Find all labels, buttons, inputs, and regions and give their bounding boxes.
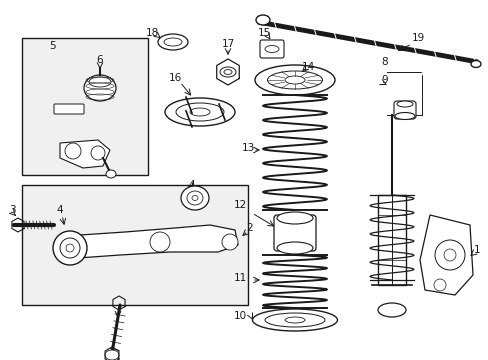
Ellipse shape <box>396 101 412 107</box>
Text: 4: 4 <box>57 205 63 215</box>
Ellipse shape <box>186 191 203 205</box>
Bar <box>377 195 405 285</box>
Circle shape <box>65 143 81 159</box>
FancyBboxPatch shape <box>54 104 84 114</box>
Ellipse shape <box>176 103 224 121</box>
Text: 8: 8 <box>381 57 387 67</box>
Ellipse shape <box>84 75 116 101</box>
Circle shape <box>91 146 105 160</box>
Ellipse shape <box>66 244 74 252</box>
Ellipse shape <box>89 77 111 87</box>
Ellipse shape <box>192 195 198 201</box>
Ellipse shape <box>377 303 405 317</box>
Ellipse shape <box>164 98 235 126</box>
Text: 7: 7 <box>115 305 121 315</box>
Polygon shape <box>419 215 472 295</box>
Ellipse shape <box>256 15 269 25</box>
Text: 4: 4 <box>188 180 195 190</box>
Ellipse shape <box>394 112 414 120</box>
Ellipse shape <box>252 309 337 331</box>
Ellipse shape <box>276 242 312 254</box>
Ellipse shape <box>264 313 325 327</box>
Ellipse shape <box>267 71 322 89</box>
Ellipse shape <box>181 186 208 210</box>
Ellipse shape <box>190 108 209 116</box>
Circle shape <box>222 234 238 250</box>
Ellipse shape <box>53 231 87 265</box>
Ellipse shape <box>285 317 305 323</box>
FancyBboxPatch shape <box>393 101 415 119</box>
Ellipse shape <box>470 60 480 68</box>
Circle shape <box>434 240 464 270</box>
Text: 13: 13 <box>241 143 254 153</box>
Text: 3: 3 <box>9 205 15 215</box>
Ellipse shape <box>224 69 231 75</box>
Text: 12: 12 <box>233 200 246 210</box>
Text: 10: 10 <box>233 311 246 321</box>
Circle shape <box>150 232 170 252</box>
Text: 15: 15 <box>257 28 270 38</box>
Polygon shape <box>55 225 238 258</box>
Ellipse shape <box>105 350 119 360</box>
Ellipse shape <box>264 45 279 53</box>
Ellipse shape <box>60 238 80 258</box>
Circle shape <box>54 232 86 264</box>
Text: 14: 14 <box>301 62 314 72</box>
Text: 2: 2 <box>246 223 253 233</box>
Text: 16: 16 <box>168 73 181 83</box>
FancyBboxPatch shape <box>273 215 315 251</box>
Text: 11: 11 <box>233 273 246 283</box>
Bar <box>22 185 247 305</box>
Ellipse shape <box>285 76 305 84</box>
Text: 19: 19 <box>410 33 424 43</box>
Ellipse shape <box>158 34 187 50</box>
Text: 6: 6 <box>97 55 103 65</box>
Ellipse shape <box>106 170 116 178</box>
Ellipse shape <box>276 212 312 224</box>
Bar <box>22 38 148 175</box>
Circle shape <box>433 279 445 291</box>
Polygon shape <box>60 140 110 168</box>
Text: 5: 5 <box>49 41 55 51</box>
Text: 17: 17 <box>221 39 234 49</box>
Text: 1: 1 <box>473 245 479 255</box>
Circle shape <box>443 249 455 261</box>
Ellipse shape <box>254 65 334 95</box>
Text: 18: 18 <box>145 28 158 38</box>
Ellipse shape <box>163 38 182 46</box>
Text: 9: 9 <box>381 75 387 85</box>
Circle shape <box>63 241 77 255</box>
FancyBboxPatch shape <box>260 40 284 58</box>
Ellipse shape <box>220 67 236 77</box>
